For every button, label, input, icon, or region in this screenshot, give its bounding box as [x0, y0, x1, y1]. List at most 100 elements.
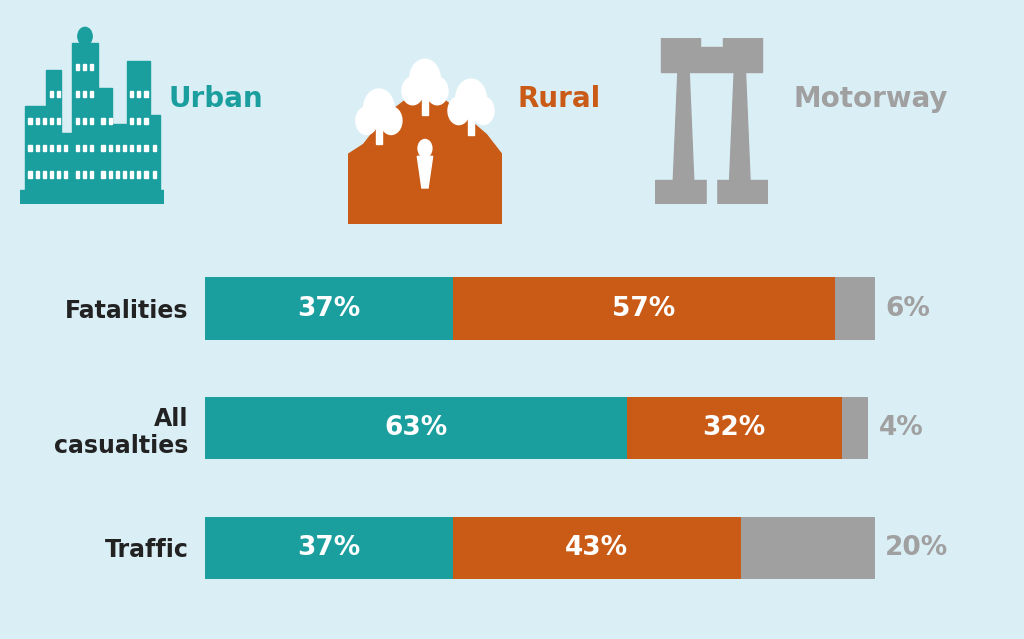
Bar	[46, 70, 60, 204]
Circle shape	[356, 107, 378, 135]
Bar	[101, 118, 104, 124]
Bar	[123, 171, 126, 178]
Bar	[723, 33, 762, 47]
Bar	[90, 91, 93, 97]
Bar	[36, 144, 39, 151]
Bar	[835, 277, 876, 340]
Bar	[43, 118, 46, 124]
Text: 37%: 37%	[297, 535, 360, 560]
Bar	[50, 91, 53, 97]
Bar	[127, 61, 150, 204]
Bar	[90, 64, 93, 70]
Bar	[50, 171, 53, 178]
Text: 32%: 32%	[702, 415, 766, 441]
Bar	[655, 180, 768, 204]
Bar	[130, 91, 133, 97]
Bar	[43, 171, 46, 178]
Bar	[83, 171, 86, 178]
Bar	[36, 171, 39, 178]
Bar	[708, 80, 716, 204]
Bar	[57, 118, 60, 124]
Bar	[422, 95, 428, 115]
Bar	[65, 171, 68, 178]
Bar	[453, 516, 741, 579]
Bar	[662, 33, 700, 47]
Bar	[83, 144, 86, 151]
Text: 6%: 6%	[885, 296, 930, 321]
Text: Motorway: Motorway	[794, 85, 948, 113]
Circle shape	[410, 59, 440, 99]
Bar	[50, 118, 53, 124]
Bar	[83, 91, 86, 97]
Bar	[137, 171, 140, 178]
Bar	[137, 144, 140, 151]
Polygon shape	[418, 157, 432, 188]
Bar	[205, 397, 627, 459]
Bar	[76, 91, 79, 97]
Bar	[57, 171, 60, 178]
Bar	[205, 277, 453, 340]
Circle shape	[381, 107, 401, 135]
Text: 37%: 37%	[297, 296, 360, 321]
Bar	[453, 277, 835, 340]
Bar	[50, 144, 53, 151]
Circle shape	[449, 97, 469, 125]
Bar	[29, 171, 32, 178]
Bar	[348, 154, 502, 224]
Bar	[83, 64, 86, 70]
Bar	[20, 190, 164, 204]
Bar	[65, 144, 68, 151]
Bar	[57, 144, 60, 151]
Polygon shape	[348, 85, 502, 224]
Text: Urban: Urban	[169, 85, 263, 113]
Bar	[29, 118, 32, 124]
Circle shape	[418, 139, 432, 157]
Bar	[98, 88, 113, 204]
Bar	[205, 516, 453, 579]
Bar	[116, 144, 119, 151]
Bar	[90, 171, 93, 178]
Text: 4%: 4%	[879, 415, 924, 441]
Bar	[76, 144, 79, 151]
Bar	[468, 115, 474, 135]
Bar	[144, 144, 147, 151]
Bar	[741, 516, 876, 579]
Bar	[627, 397, 842, 459]
Bar	[113, 124, 127, 204]
Circle shape	[426, 77, 449, 105]
Bar	[842, 397, 868, 459]
Bar	[83, 118, 86, 124]
Circle shape	[456, 79, 486, 119]
Text: 20%: 20%	[885, 535, 948, 560]
Bar	[130, 118, 133, 124]
Bar	[25, 106, 46, 204]
Bar	[130, 171, 133, 178]
Circle shape	[472, 97, 494, 125]
Bar	[90, 118, 93, 124]
Bar	[154, 171, 157, 178]
Bar	[101, 171, 104, 178]
Bar	[60, 133, 72, 204]
Bar	[137, 118, 140, 124]
Bar	[144, 91, 147, 97]
Bar	[90, 144, 93, 151]
Text: 57%: 57%	[612, 296, 676, 321]
Polygon shape	[672, 72, 694, 204]
Text: 43%: 43%	[565, 535, 629, 560]
Bar	[137, 91, 140, 97]
Bar	[150, 115, 160, 204]
Bar	[116, 171, 119, 178]
Text: Rural: Rural	[517, 85, 600, 113]
Bar	[109, 171, 112, 178]
Bar	[29, 144, 32, 151]
Bar	[662, 47, 762, 72]
Text: 63%: 63%	[384, 415, 447, 441]
Circle shape	[78, 27, 92, 45]
Bar	[144, 171, 147, 178]
Bar	[144, 118, 147, 124]
Bar	[109, 144, 112, 151]
Bar	[130, 144, 133, 151]
Bar	[76, 64, 79, 70]
Circle shape	[364, 89, 394, 128]
Bar	[36, 118, 39, 124]
